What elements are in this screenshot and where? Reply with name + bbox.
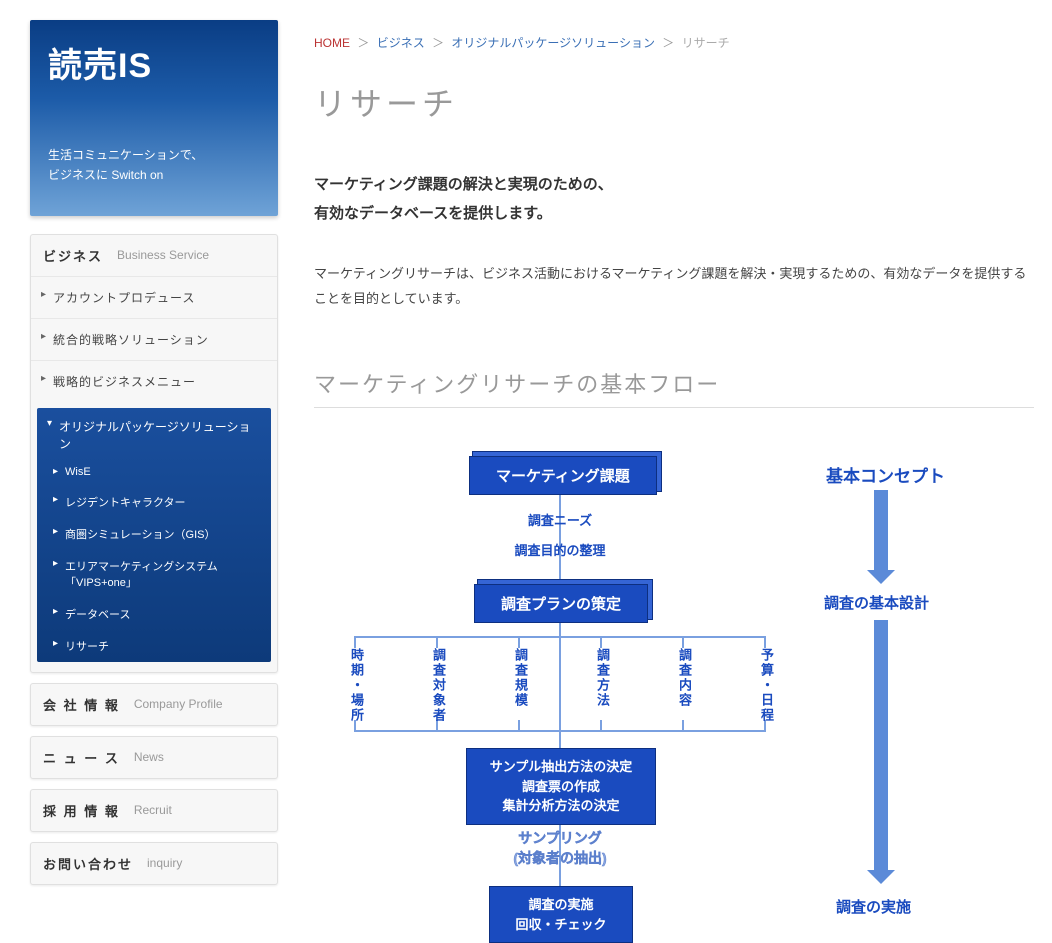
flow-box-method: サンプル抽出方法の決定 調査票の作成 集計分析方法の決定	[466, 748, 656, 825]
nav-active-group: オリジナルパッケージソリューション WisE レジデントキャラクター 商圏シミュ…	[37, 408, 271, 662]
flow-col-5: 予算・日程	[757, 648, 776, 723]
concept-title: 基本コンセプト	[826, 462, 945, 487]
nav-news[interactable]: ニ ュ ー ス News	[31, 737, 277, 778]
nav-company[interactable]: 会 社 情 報 Company Profile	[31, 684, 277, 725]
section-title: マーケティングリサーチの基本フロー	[314, 367, 1034, 408]
flow-col-4: 調査内容	[675, 648, 694, 708]
lead: マーケティング課題の解決と実現のための、 有効なデータベースを提供します。	[314, 171, 1034, 228]
concept-label-1: 調査の基本設計	[824, 592, 929, 613]
flow-label-purpose: 調査目的の整理	[490, 540, 630, 559]
flow-col-2: 調査規模	[511, 648, 530, 708]
tagline: 生活コミュニケーションで、 ビジネスに Switch on	[48, 145, 260, 186]
breadcrumb-b1[interactable]: ビジネス	[377, 36, 425, 50]
flow-col-1: 調査対象者	[429, 648, 448, 723]
nav-recruit[interactable]: 採 用 情 報 Recruit	[31, 790, 277, 831]
flow-bracket	[354, 636, 766, 638]
concept-label-2: 調査の実施	[836, 896, 911, 917]
flow-col-3: 調査方法	[593, 648, 612, 708]
flow-col-0: 時期・場所	[347, 648, 366, 723]
nav-sub-strategic[interactable]: 統合的戦略ソリューション	[31, 319, 277, 361]
breadcrumb: HOME ＞ ビジネス ＞ オリジナルパッケージソリューション ＞ リサーチ	[314, 34, 1034, 51]
breadcrumb-home[interactable]: HOME	[314, 36, 350, 50]
flow-label-needs: 調査ニーズ	[490, 510, 630, 529]
nav-sub-bizmenu[interactable]: 戦略的ビジネスメニュー	[31, 361, 277, 402]
nav-vips[interactable]: エリアマーケティングシステム「VIPS+one」	[37, 550, 271, 598]
flow-box-plan: 調査プランの策定	[474, 584, 648, 623]
breadcrumb-current: リサーチ	[682, 36, 730, 50]
nav-sub-account[interactable]: アカウントプロデュース	[31, 277, 277, 319]
nav-gis[interactable]: 商圏シミュレーション（GIS）	[37, 518, 271, 550]
flow-box-execute: 調査の実施 回収・チェック	[489, 886, 633, 943]
nav-research[interactable]: リサーチ	[37, 630, 271, 662]
nav-active-head[interactable]: オリジナルパッケージソリューション	[37, 408, 271, 458]
concept-arrow-2	[874, 620, 888, 870]
body-text: マーケティングリサーチは、ビジネス活動におけるマーケティング課題を解決・実現する…	[314, 262, 1034, 311]
flowchart: マーケティング課題 調査ニーズ 調査目的の整理 調査プランの策定 時期・場所	[314, 448, 974, 928]
logo-block: 読売IS 生活コミュニケーションで、 ビジネスに Switch on	[30, 20, 278, 216]
nav-db[interactable]: データベース	[37, 598, 271, 630]
page-title: リサーチ	[314, 79, 1034, 125]
concept-arrow-1	[874, 490, 888, 570]
breadcrumb-b2[interactable]: オリジナルパッケージソリューション	[451, 36, 655, 50]
nav-resident[interactable]: レジデントキャラクター	[37, 486, 271, 518]
nav-wise[interactable]: WisE	[37, 458, 271, 486]
nav-business[interactable]: ビジネス Business Service	[31, 235, 277, 276]
sidebar-nav: ビジネス Business Service アカウントプロデュース 統合的戦略ソ…	[30, 234, 278, 885]
nav-inquiry[interactable]: お問い合わせ inquiry	[31, 843, 277, 884]
logo: 読売IS	[48, 38, 260, 87]
flow-box-marketing-issue: マーケティング課題	[469, 456, 657, 495]
flow-sampling: サンプリング (対象者の抽出)	[500, 828, 620, 868]
